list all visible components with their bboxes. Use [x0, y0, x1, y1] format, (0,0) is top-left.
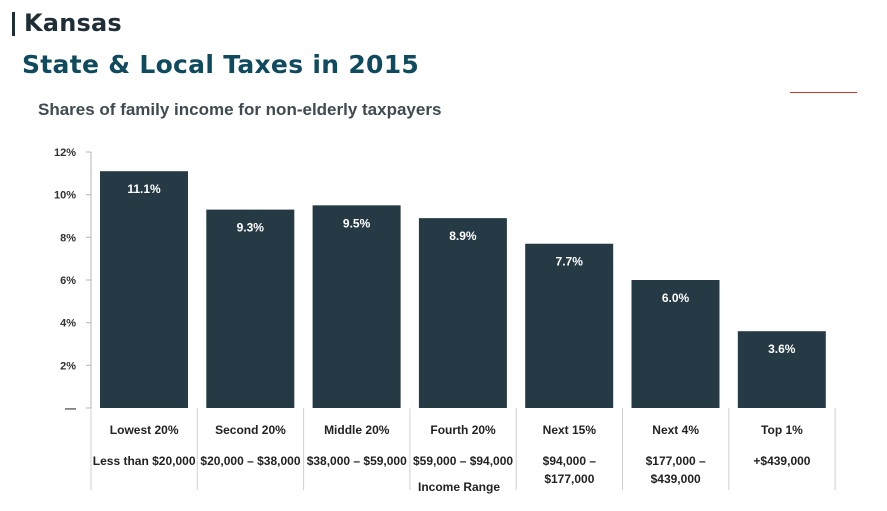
- category-label: Lowest 20%: [110, 423, 179, 437]
- income-range-label: $177,000 –: [646, 454, 706, 468]
- bar-7: [737, 331, 826, 408]
- x-axis: Lowest 20% Less than $20,000 Second 20% $20…: [90, 408, 836, 490]
- bar-value-label: 6.0%: [662, 291, 690, 305]
- x-axis-title: Income Range: [418, 480, 500, 494]
- y-tick-label: 12%: [54, 147, 76, 159]
- income-range-label: $20,000 – $38,000: [200, 454, 300, 468]
- income-range-label: $38,000 – $59,000: [307, 454, 407, 468]
- income-range-label: +$439,000: [753, 454, 810, 468]
- bar-6: [631, 280, 720, 408]
- y-tick-label: —: [65, 403, 76, 415]
- y-axis: 12% 10% 8% 6% 4% 2% —: [54, 147, 92, 415]
- bar-value-label: 3.6%: [768, 342, 796, 356]
- y-tick-label: 6%: [60, 275, 76, 287]
- y-tick-label: 2%: [60, 360, 76, 372]
- bar-4: [418, 218, 507, 408]
- bar-value-label: 7.7%: [556, 255, 584, 269]
- y-tick-label: 10%: [54, 190, 76, 202]
- category-label: Fourth 20%: [430, 423, 496, 437]
- bars: 11.1% 9.3% 9.5% 8.9% 7.7% 6.0% 3.6%: [100, 171, 826, 408]
- bar-value-label: 8.9%: [449, 229, 477, 243]
- bar-value-label: 9.5%: [343, 216, 371, 230]
- income-range-label: $177,000: [544, 472, 594, 486]
- category-label: Next 15%: [543, 423, 597, 437]
- chart-subtitle: Shares of family income for non-elderly …: [38, 100, 441, 119]
- category-label: Second 20%: [215, 423, 286, 437]
- bar-3: [312, 205, 401, 408]
- accent-divider: [790, 92, 857, 93]
- category-label: Top 1%: [761, 423, 803, 437]
- bar-value-label: 11.1%: [127, 182, 161, 196]
- income-range-label: Less than $20,000: [93, 454, 196, 468]
- income-range-label: $439,000: [651, 472, 701, 486]
- bar-5: [525, 243, 614, 408]
- category-label: Next 4%: [652, 423, 699, 437]
- bar-2: [206, 209, 295, 408]
- page-title: State & Local Taxes in 2015: [22, 50, 420, 79]
- state-name: Kansas: [24, 9, 122, 37]
- bar-value-label: 9.3%: [237, 221, 265, 235]
- y-tick-label: 8%: [60, 232, 76, 244]
- income-range-label: $94,000 –: [543, 454, 597, 468]
- category-label: Middle 20%: [324, 423, 390, 437]
- bar-1: [100, 171, 188, 408]
- y-tick-label: 4%: [60, 318, 76, 330]
- income-range-label: $59,000 – $94,000: [413, 454, 513, 468]
- title-marker-bar: [12, 12, 15, 36]
